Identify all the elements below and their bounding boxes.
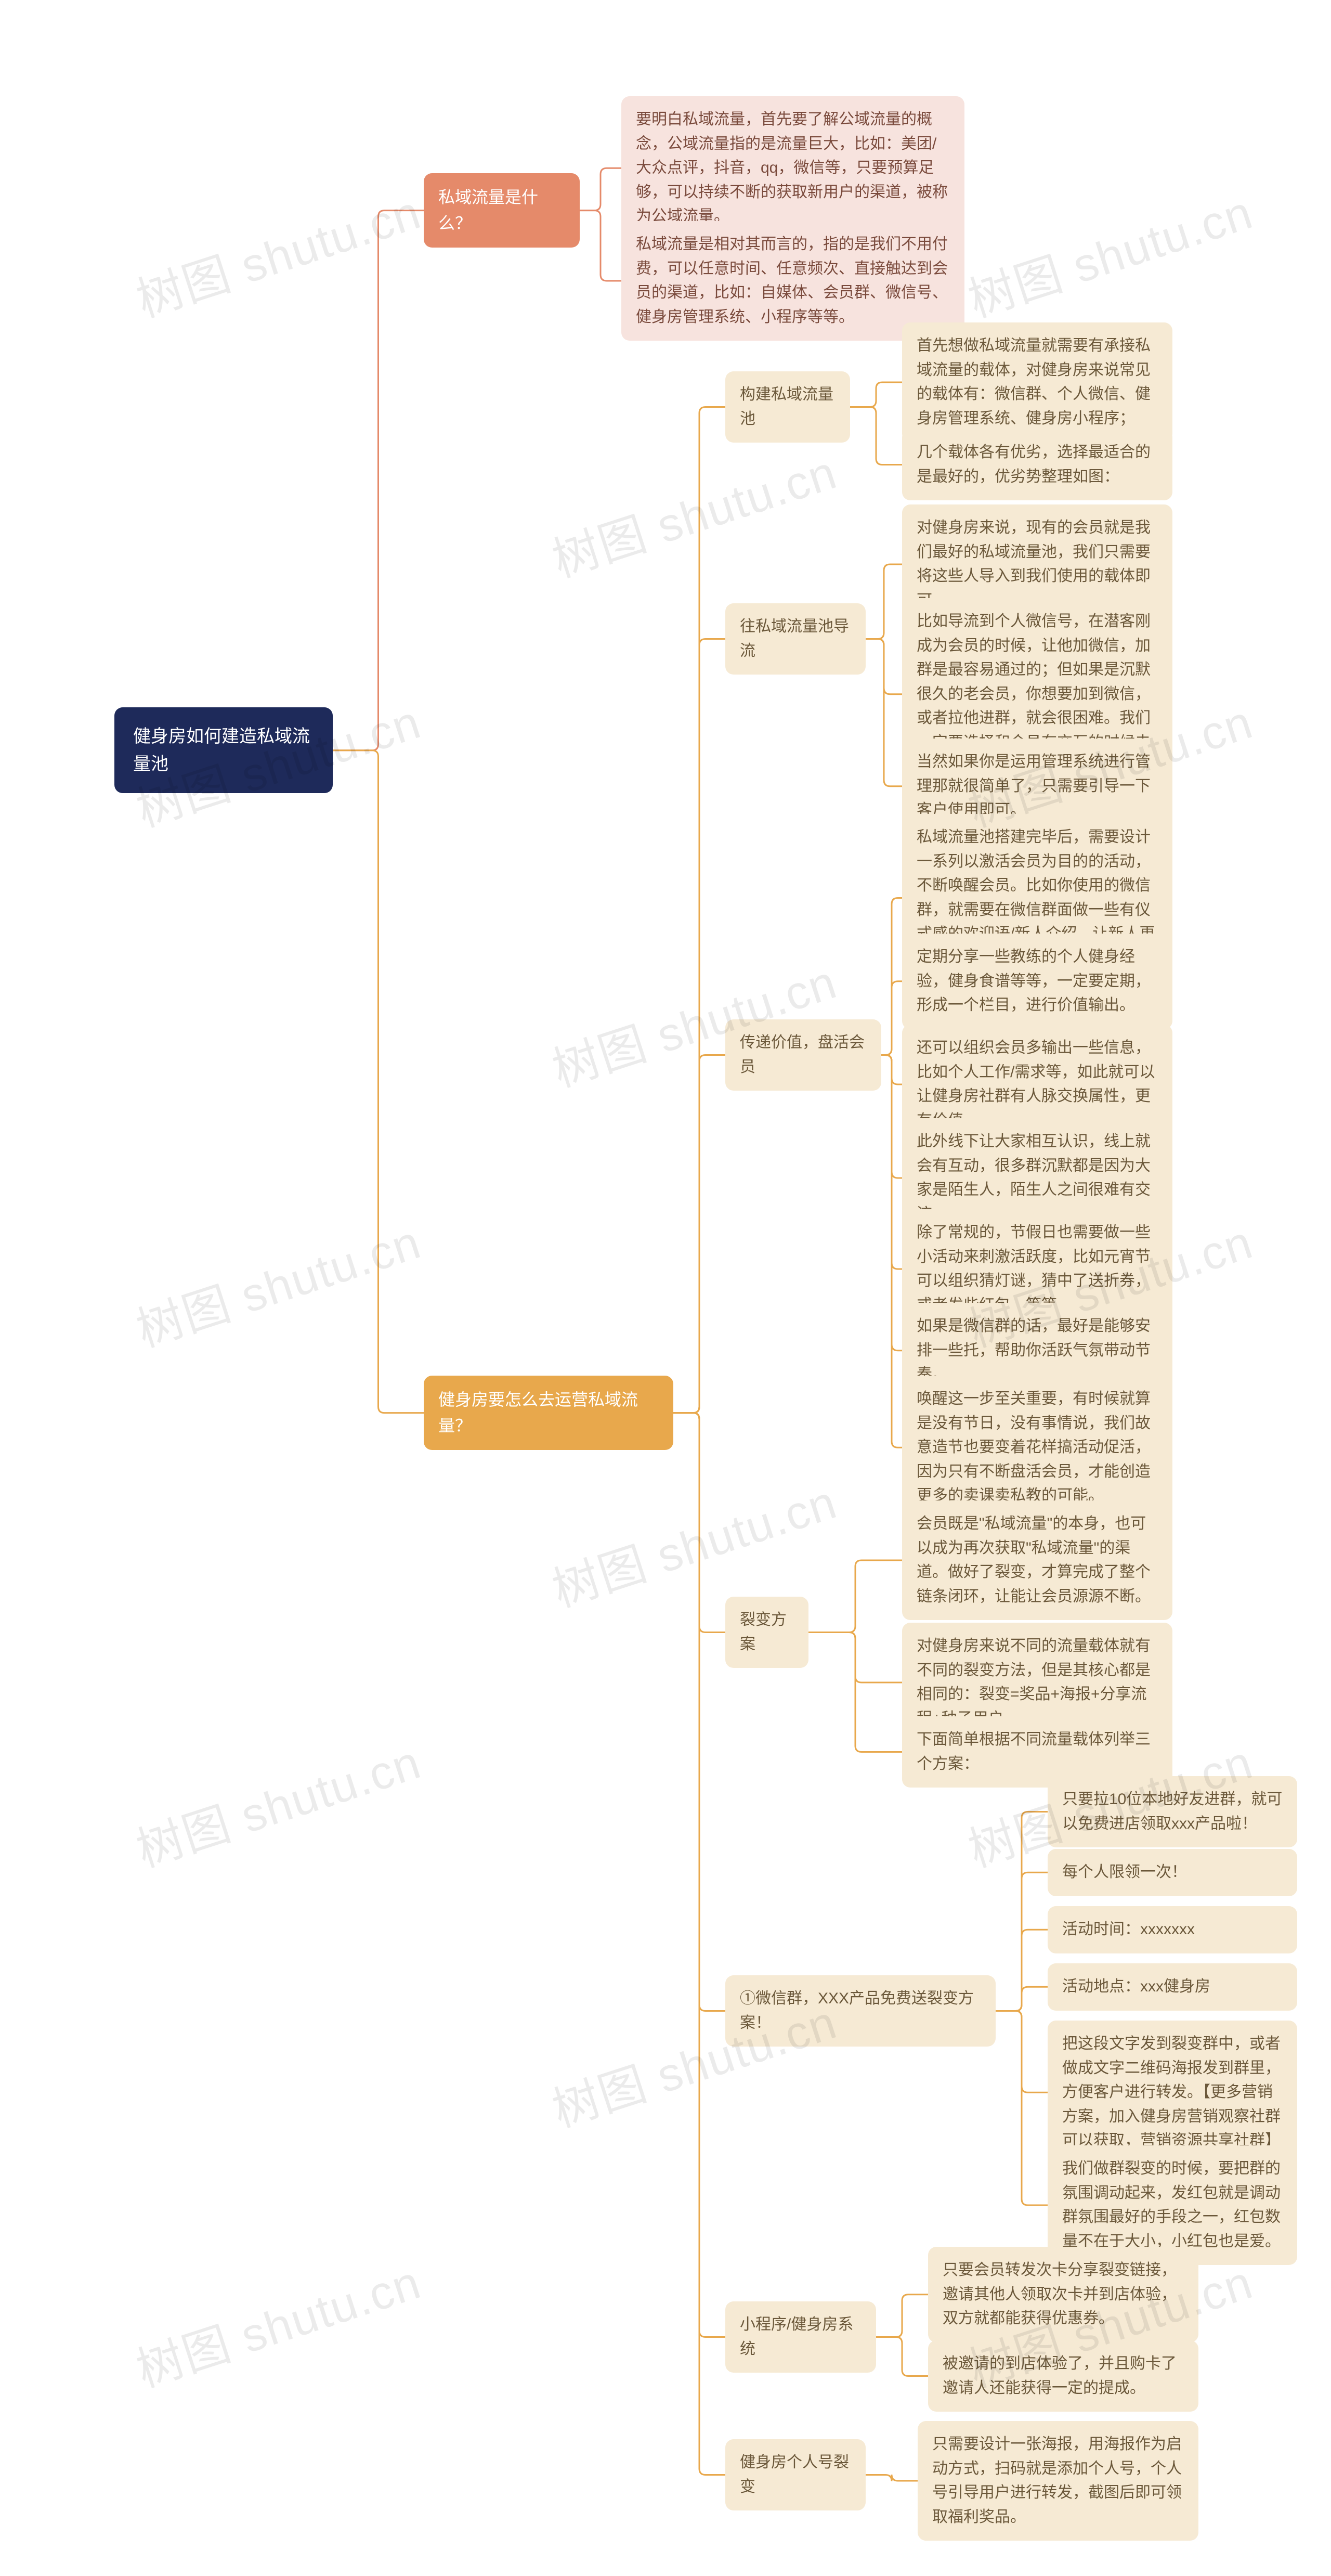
branch-b-mid-0-leaf-0: 首先想做私域流量就需要有承接私域流量的载体，对健身房来说常见的载体有：微信群、个… (902, 322, 1172, 442)
branch-b-mid-2: 传递价值，盘活会员 (725, 1019, 881, 1091)
branch-b-mid-5-leaf-0: 只要会员转发次卡分享裂变链接，邀请其他人领取次卡并到店体验，双方就都能获得优惠券… (928, 2247, 1198, 2342)
branch-b-mid-4-leaf-1: 每个人限领一次！ (1048, 1849, 1297, 1896)
branch-b-mid-4-leaf-3: 活动地点：xxx健身房 (1048, 1963, 1297, 2011)
branch-a-leaf-0: 要明白私域流量，首先要了解公域流量的概念，公域流量指的是流量巨大，比如：美团/大… (621, 96, 964, 240)
branch-b-mid-4-leaf-0: 只要拉10位本地好友进群，就可以免费进店领取xxx产品啦！ (1048, 1776, 1297, 1847)
branch-b-mid-2-leaf-1: 定期分享一些教练的个人健身经验，健身食谱等等，一定要定期，形成一个栏目，进行价值… (902, 934, 1172, 1029)
branch-b-mid-4-leaf-4: 把这段文字发到裂变群中，或者做成文字二维码海报发到群里，方便客户进行转发。【更多… (1048, 2021, 1297, 2165)
watermark: 树图 shutu.cn (127, 1725, 428, 1880)
watermark: 树图 shutu.cn (959, 175, 1260, 330)
watermark: 树图 shutu.cn (127, 175, 428, 330)
watermark: 树图 shutu.cn (127, 2245, 428, 2400)
root-node: 健身房如何建造私域流量池 (114, 707, 333, 793)
branch-b-mid-6: 健身房个人号裂变 (725, 2439, 866, 2510)
watermark: 树图 shutu.cn (543, 435, 844, 590)
watermark: 树图 shutu.cn (127, 1205, 428, 1360)
branch-b-mid-0: 构建私域流量池 (725, 371, 850, 443)
branch-b-mid-0-leaf-1: 几个载体各有优劣，选择最适合的是最好的，优劣势整理如图： (902, 429, 1172, 500)
branch-b-mid-5-leaf-1: 被邀请的到店体验了，并且购卡了邀请人还能获得一定的提成。 (928, 2340, 1198, 2412)
branch-b-mid-3: 裂变方案 (725, 1597, 808, 1668)
branch-b-mid-2-leaf-6: 唤醒这一步至关重要，有时候就算是没有节日，没有事情说，我们故意造节也要变着花样搞… (902, 1376, 1172, 1520)
branch-a: 私域流量是什么？ (424, 173, 580, 248)
branch-b-mid-4-leaf-2: 活动时间：xxxxxxx (1048, 1906, 1297, 1953)
branch-b-mid-6-leaf-0: 只需要设计一张海报，用海报作为启动方式，扫码就是添加个人号，个人号引导用户进行转… (918, 2421, 1198, 2541)
branch-b: 健身房要怎么去运营私域流量？ (424, 1376, 673, 1450)
branch-b-mid-3-leaf-0: 会员既是"私域流量"的本身，也可以成为再次获取"私域流量"的渠道。做好了裂变，才… (902, 1500, 1172, 1620)
branch-b-mid-4: ①微信群，XXX产品免费送裂变方案！ (725, 1975, 996, 2047)
branch-b-mid-1: 往私域流量池导流 (725, 603, 866, 675)
branch-b-mid-5: 小程序/健身房系统 (725, 2301, 876, 2373)
